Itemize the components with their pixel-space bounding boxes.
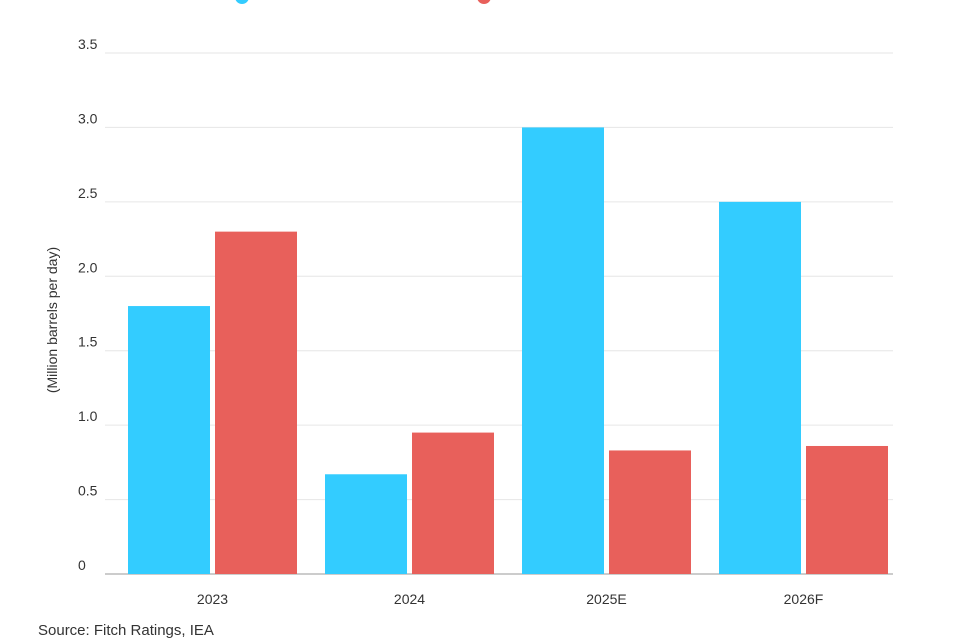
y-tick-label: 1.5 bbox=[78, 334, 98, 350]
bar-2023-series-1 bbox=[128, 306, 210, 574]
x-tick-label: 2025E bbox=[586, 591, 626, 607]
bar-2024-series-2 bbox=[412, 432, 494, 574]
source-note: Source: Fitch Ratings, IEA bbox=[38, 622, 214, 639]
bar-2025E-series-1 bbox=[522, 127, 604, 574]
y-tick-label: 0 bbox=[78, 557, 86, 573]
bar-2026F-series-1 bbox=[719, 201, 801, 574]
y-tick-label: 3.5 bbox=[78, 36, 98, 52]
bar-2025E-series-2 bbox=[609, 450, 691, 574]
y-tick-label: 1.0 bbox=[78, 408, 98, 424]
y-axis-label: (Million barrels per day) bbox=[44, 247, 60, 393]
x-tick-label: 2026F bbox=[784, 591, 824, 607]
y-tick-label: 2.0 bbox=[78, 259, 98, 275]
bar-2023-series-2 bbox=[215, 231, 297, 574]
legend-marker-series-1 bbox=[235, 0, 249, 4]
x-tick-label: 2024 bbox=[394, 591, 425, 607]
bar-2024-series-1 bbox=[325, 474, 407, 574]
legend-marker-series-2 bbox=[477, 0, 491, 4]
bar-2026F-series-2 bbox=[806, 445, 888, 574]
y-tick-label: 2.5 bbox=[78, 185, 98, 201]
y-tick-label: 0.5 bbox=[78, 483, 98, 499]
y-tick-label: 3.0 bbox=[78, 110, 98, 126]
x-tick-label: 2023 bbox=[197, 591, 228, 607]
